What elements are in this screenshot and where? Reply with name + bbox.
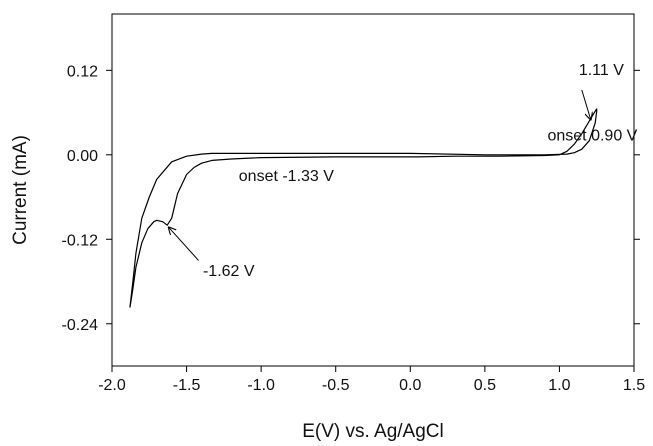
annotation-label: -1.62 V (203, 263, 255, 280)
x-tick-label: 1.0 (548, 377, 570, 394)
cv-series-line (129, 108, 598, 308)
series-layer (129, 108, 598, 308)
x-axis-title: E(V) vs. Ag/AgCl (302, 421, 444, 442)
annotation-arrow (581, 89, 591, 120)
x-tick-label: -1.0 (247, 377, 275, 394)
y-tick-label: -0.12 (62, 232, 99, 249)
y-axis-title: Current (mA) (10, 135, 31, 245)
x-tick-label: 0.0 (399, 377, 421, 394)
x-tick-label: -2.0 (98, 377, 126, 394)
y-tick-label: 0.00 (67, 148, 98, 165)
annotation-label: onset -1.33 V (239, 168, 335, 185)
y-axis-ticks: -0.24 -0.12 0.00 0.12 (62, 63, 640, 334)
annotation-arrow (169, 227, 199, 261)
x-tick-label: 1.5 (623, 377, 645, 394)
annotation-label: onset 0.90 V (547, 128, 637, 145)
plot-frame (111, 13, 635, 367)
x-tick-label: -1.5 (173, 377, 201, 394)
x-axis-ticks: -2.0 -1.5 -1.0 -0.5 0.0 0.5 1.0 1.5 (98, 366, 645, 394)
x-tick-label: 0.5 (474, 377, 496, 394)
annotation-layer: 1.11 V onset 0.90 V onset -1.33 V -1.62 V (169, 62, 638, 280)
y-tick-label: 0.12 (67, 63, 98, 80)
y-tick-label: -0.24 (62, 317, 99, 334)
annotation-label: 1.11 V (579, 62, 624, 79)
x-tick-label: -0.5 (322, 377, 350, 394)
